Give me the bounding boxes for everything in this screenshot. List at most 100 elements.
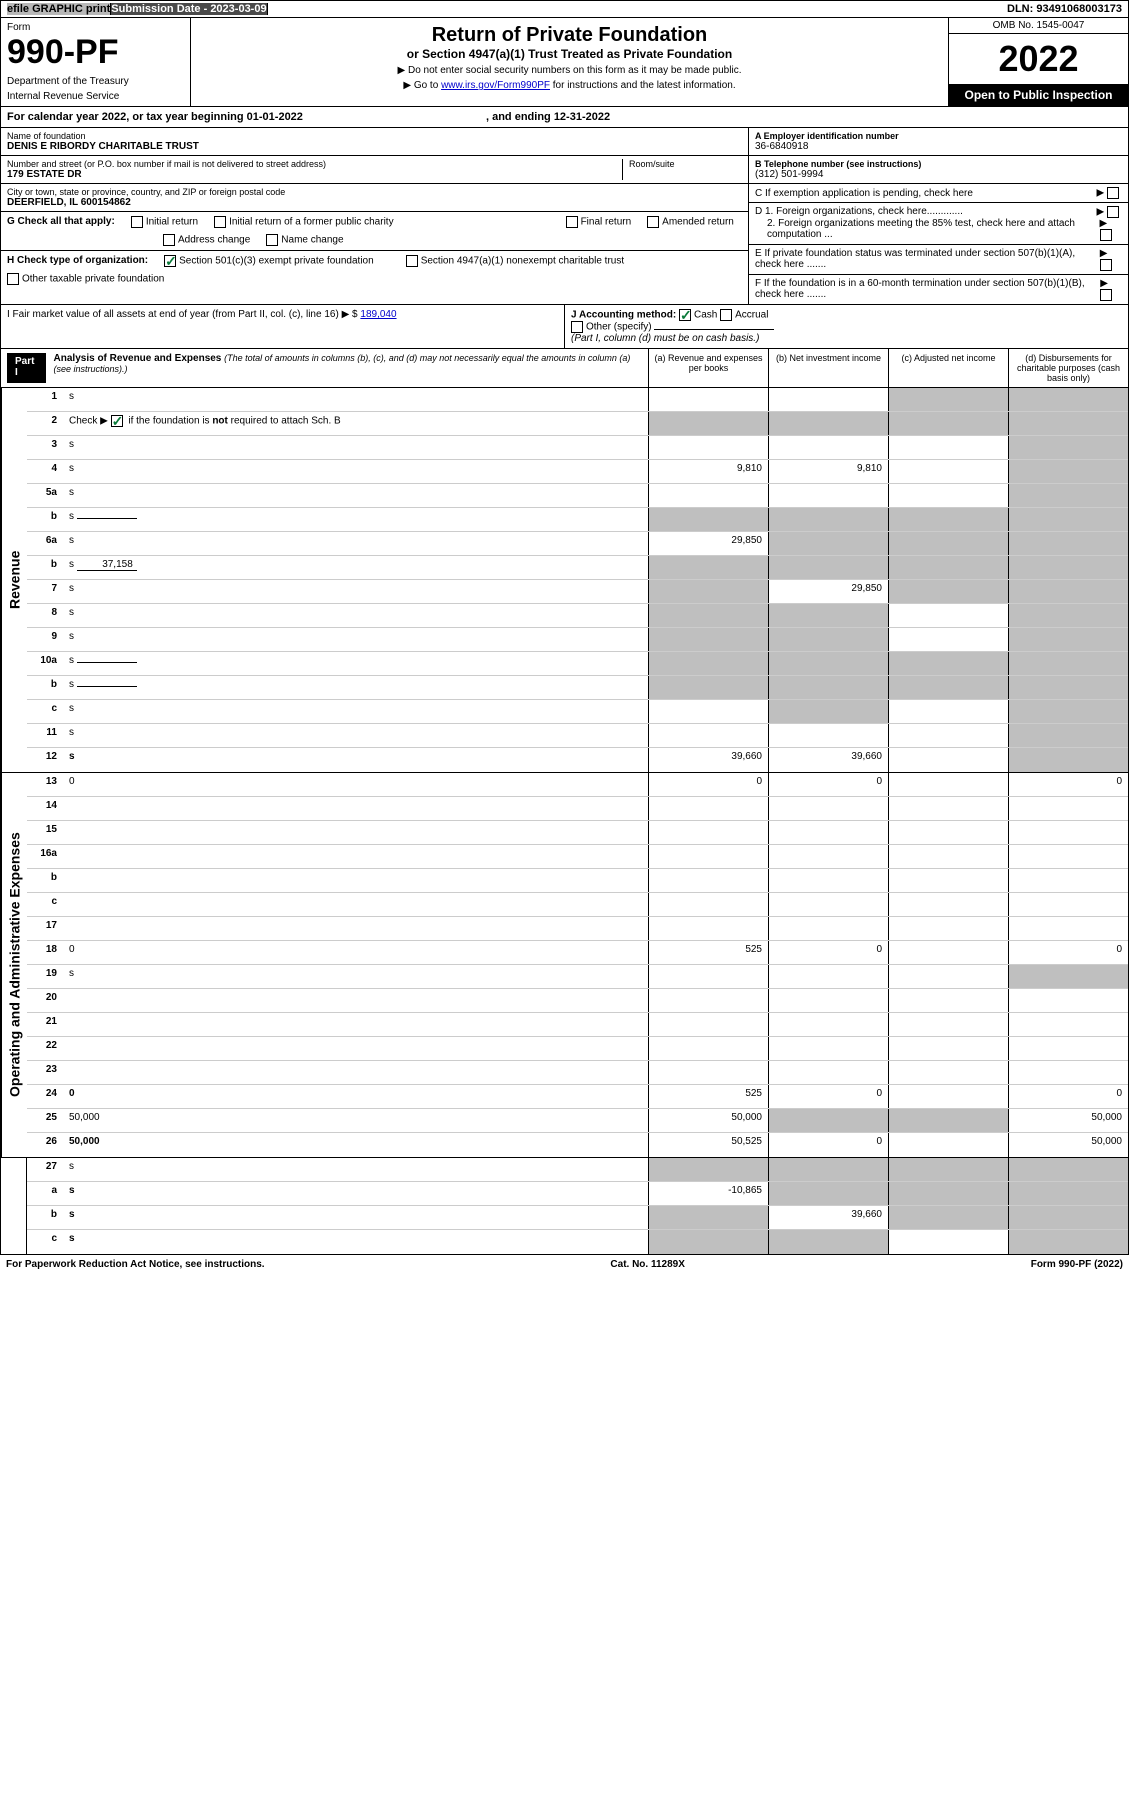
line-description: s	[63, 1182, 648, 1205]
ein-value: 36-6840918	[755, 141, 1122, 152]
value-cell	[648, 700, 768, 723]
value-cell	[768, 821, 888, 844]
value-cell: 29,850	[648, 532, 768, 555]
table-row: 7s29,850	[27, 580, 1128, 604]
schb-checkbox[interactable]	[111, 415, 123, 427]
amended-return-checkbox[interactable]	[647, 216, 659, 228]
value-cell	[888, 797, 1008, 820]
shaded-cell	[1008, 508, 1128, 531]
page-footer: For Paperwork Reduction Act Notice, see …	[0, 1255, 1129, 1274]
value-cell	[888, 1061, 1008, 1084]
60month-termination-checkbox[interactable]	[1100, 289, 1112, 301]
exemption-pending-checkbox[interactable]	[1107, 187, 1119, 199]
foundation-address: 179 ESTATE DR	[7, 169, 622, 180]
shaded-cell	[1008, 532, 1128, 555]
col-a-header: (a) Revenue and expenses per books	[648, 349, 768, 387]
shaded-cell	[1008, 1158, 1128, 1181]
value-cell: 0	[1008, 1085, 1128, 1108]
table-row: cs	[27, 700, 1128, 724]
value-cell	[888, 484, 1008, 507]
foundation-info: Name of foundation DENIS E RIBORDY CHARI…	[0, 128, 1129, 305]
other-taxable-checkbox[interactable]	[7, 273, 19, 285]
name-label: Name of foundation	[7, 131, 742, 141]
shaded-cell	[768, 628, 888, 651]
addr-label: Number and street (or P.O. box number if…	[7, 159, 622, 169]
shaded-cell	[768, 604, 888, 627]
value-cell	[888, 628, 1008, 651]
value-cell	[888, 989, 1008, 1012]
value-cell	[888, 869, 1008, 892]
table-row: 24052500	[27, 1085, 1128, 1109]
line-description: s	[63, 580, 648, 603]
value-cell: 39,660	[768, 748, 888, 772]
shaded-cell	[888, 556, 1008, 579]
city-label: City or town, state or province, country…	[7, 187, 742, 197]
value-cell	[648, 965, 768, 988]
shaded-cell	[1008, 700, 1128, 723]
value-cell	[768, 989, 888, 1012]
value-cell	[888, 845, 1008, 868]
table-row: 3s	[27, 436, 1128, 460]
shaded-cell	[888, 508, 1008, 531]
status-terminated-checkbox[interactable]	[1100, 259, 1112, 271]
value-cell	[1008, 845, 1128, 868]
line-number: b	[27, 869, 63, 892]
former-charity-checkbox[interactable]	[214, 216, 226, 228]
efile-badge[interactable]: efile GRAPHIC print	[7, 3, 111, 15]
line-number: 17	[27, 917, 63, 940]
shaded-cell	[1008, 1182, 1128, 1205]
line-description: s 37,158	[63, 556, 648, 579]
accrual-method-checkbox[interactable]	[720, 309, 732, 321]
line-description	[63, 917, 648, 940]
dln-label: DLN: 93491068003173	[1001, 1, 1128, 17]
name-change-checkbox[interactable]	[266, 234, 278, 246]
shaded-cell	[1008, 580, 1128, 603]
shaded-cell	[648, 556, 768, 579]
expenses-sidebar: Operating and Administrative Expenses	[1, 773, 27, 1157]
shaded-cell	[1008, 748, 1128, 772]
form-subtitle: or Section 4947(a)(1) Trust Treated as P…	[197, 47, 942, 61]
501c3-checkbox[interactable]	[164, 255, 176, 267]
line-description: s	[63, 700, 648, 723]
line-description: s	[63, 628, 648, 651]
shaded-cell	[768, 412, 888, 435]
value-cell	[768, 436, 888, 459]
final-return-checkbox[interactable]	[566, 216, 578, 228]
shaded-cell	[888, 388, 1008, 411]
value-cell	[888, 1133, 1008, 1157]
85pct-test-checkbox[interactable]	[1100, 229, 1112, 241]
form990pf-link[interactable]: www.irs.gov/Form990PF	[441, 80, 550, 91]
address-change-checkbox[interactable]	[163, 234, 175, 246]
value-cell	[768, 1061, 888, 1084]
shaded-cell	[1008, 484, 1128, 507]
shaded-cell	[1008, 412, 1128, 435]
line-number: 25	[27, 1109, 63, 1132]
line-description: s	[63, 388, 648, 411]
fmv-value[interactable]: 189,040	[360, 309, 396, 320]
line-description: s	[63, 1158, 648, 1181]
value-cell	[888, 821, 1008, 844]
line-number: 22	[27, 1037, 63, 1060]
value-cell	[768, 388, 888, 411]
shaded-cell	[648, 508, 768, 531]
table-row: 5as	[27, 484, 1128, 508]
value-cell: 0	[768, 1085, 888, 1108]
line-number: 14	[27, 797, 63, 820]
cash-method-checkbox[interactable]	[679, 309, 691, 321]
table-row: 27s	[27, 1158, 1128, 1182]
initial-return-checkbox[interactable]	[131, 216, 143, 228]
value-cell: 525	[648, 941, 768, 964]
4947a1-checkbox[interactable]	[406, 255, 418, 267]
shaded-cell	[768, 1182, 888, 1205]
d2-label: 2. Foreign organizations meeting the 85%…	[755, 218, 1100, 241]
line-number: 18	[27, 941, 63, 964]
shaded-cell	[768, 1158, 888, 1181]
line-description: s	[63, 748, 648, 772]
shaded-cell	[768, 556, 888, 579]
foreign-org-checkbox[interactable]	[1107, 206, 1119, 218]
goto-note: ▶ Go to www.irs.gov/Form990PF for instru…	[197, 80, 942, 91]
shaded-cell	[1008, 652, 1128, 675]
other-method-checkbox[interactable]	[571, 321, 583, 333]
table-row: 6as29,850	[27, 532, 1128, 556]
shaded-cell	[648, 652, 768, 675]
